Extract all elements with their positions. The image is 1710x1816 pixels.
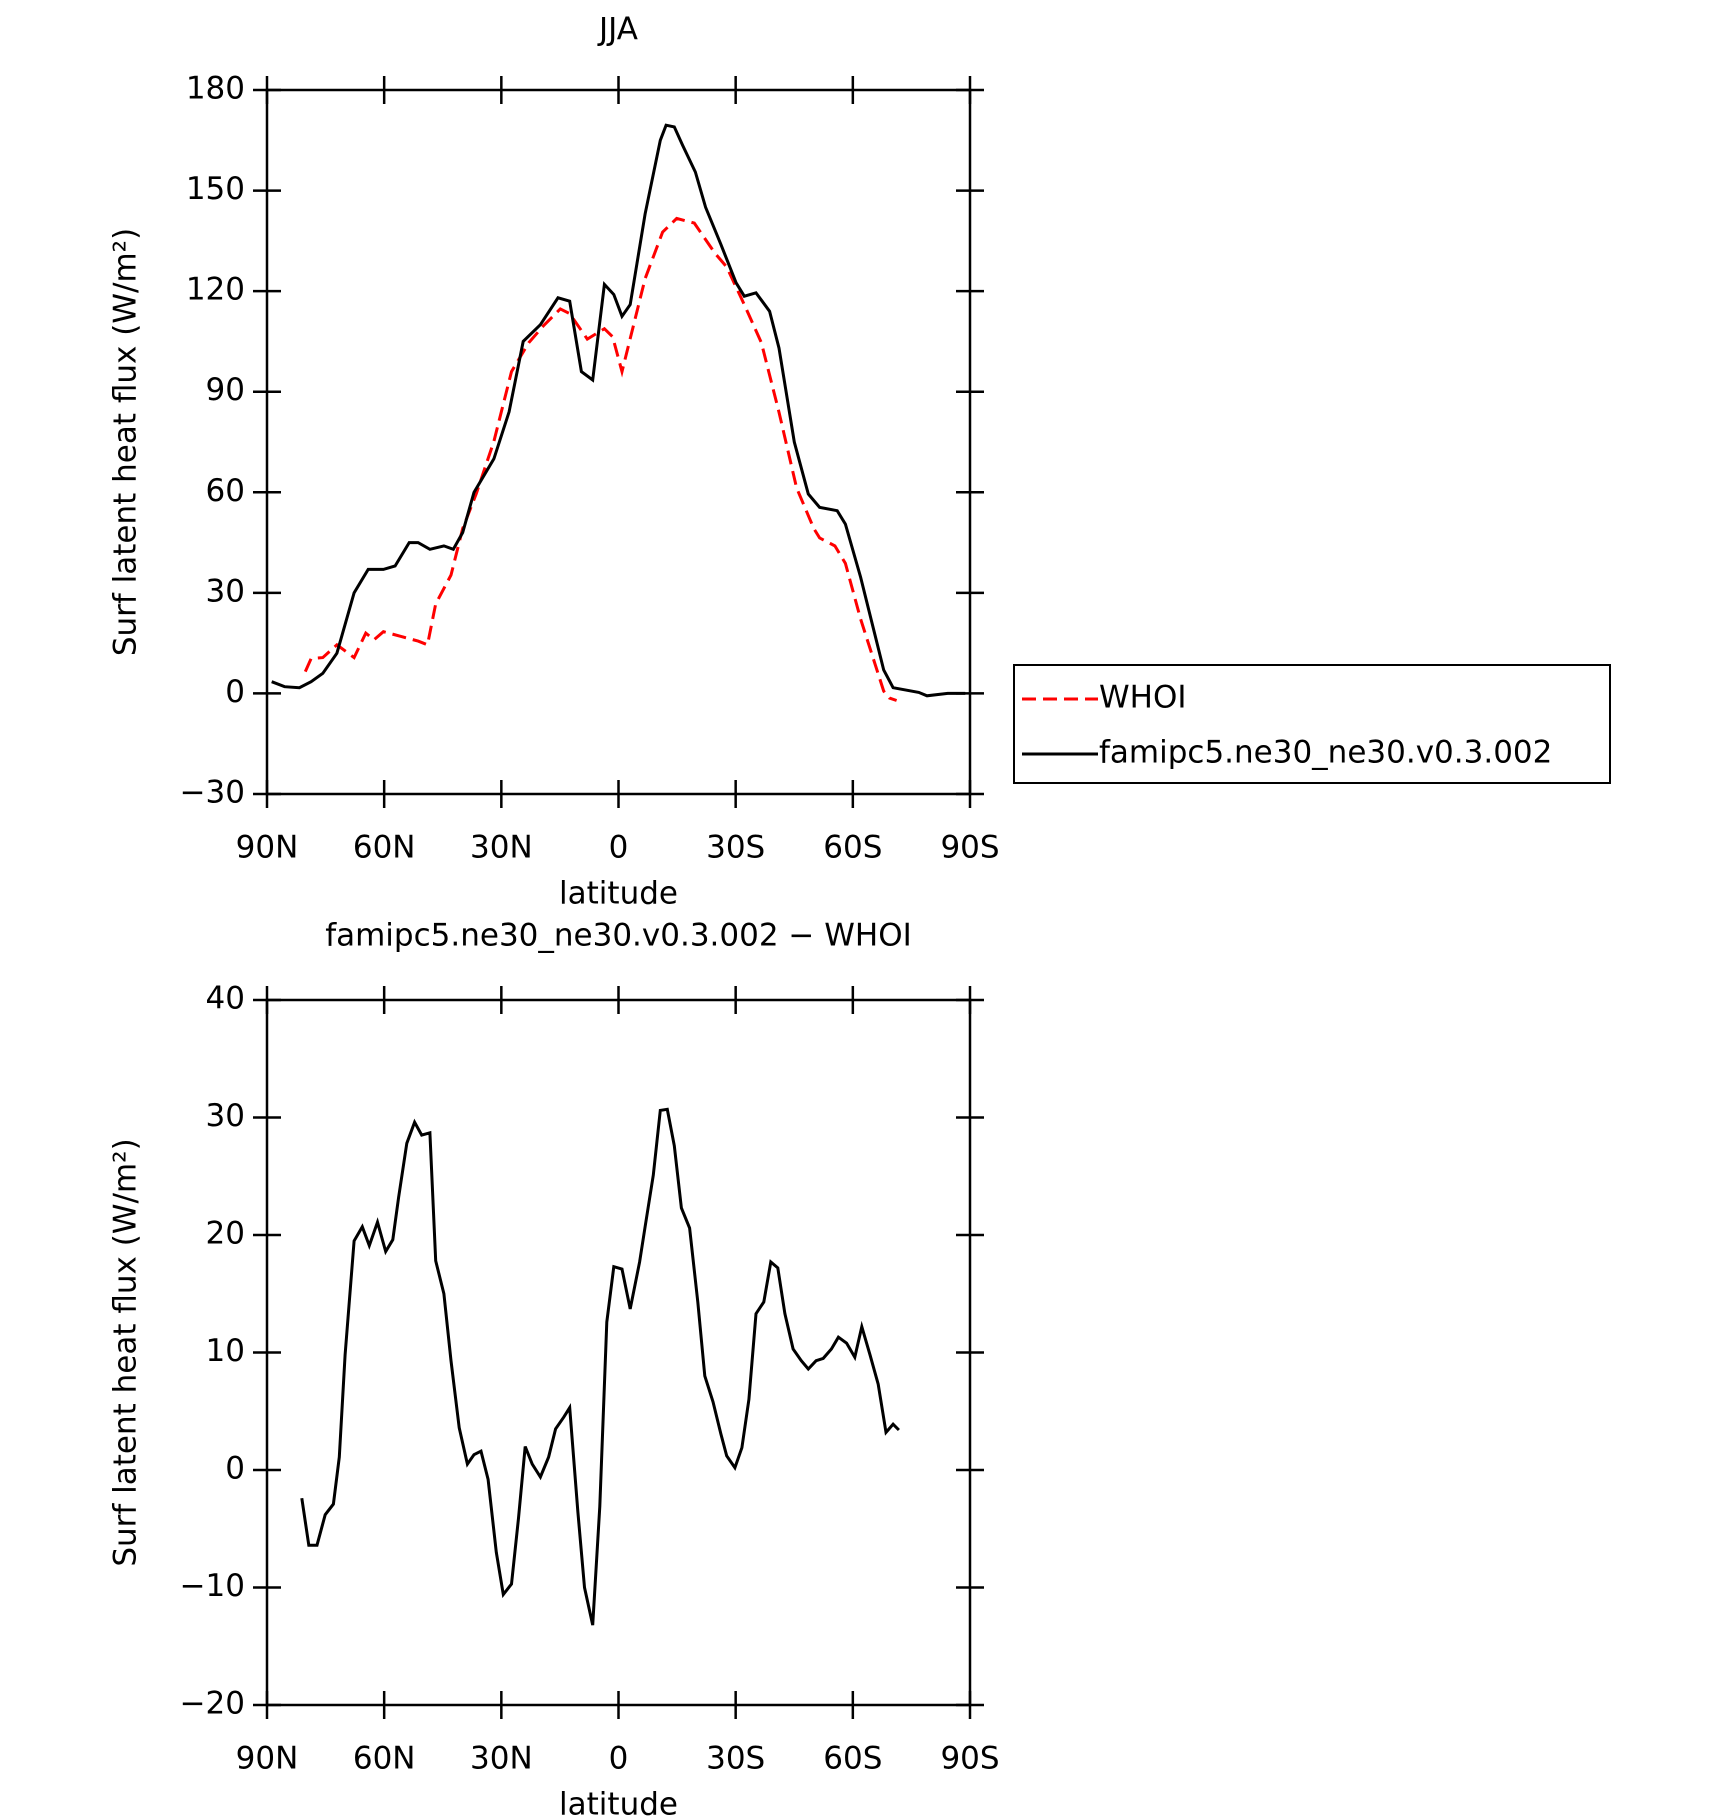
data-line (303, 216, 898, 702)
y-tick-label: 40 (206, 981, 245, 1017)
y-tick-label: 30 (206, 1098, 245, 1134)
x-tick-label: 60N (353, 1741, 416, 1777)
x-tick-label: 30S (706, 1741, 765, 1777)
x-tick-label: 90N (236, 1741, 299, 1777)
x-tick-label: 90S (940, 1741, 999, 1777)
plot-frame (265, 998, 972, 1707)
chart-title: famipc5.ne30_ne30.v0.3.002 − WHOI (325, 918, 912, 954)
x-tick-label: 30N (470, 1741, 533, 1777)
x-tick-label: 0 (609, 830, 629, 866)
y-axis-label: Surf latent heat flux (W/m²) (108, 228, 144, 656)
x-tick-label: 90N (236, 830, 299, 866)
y-tick-label: 0 (225, 674, 245, 710)
y-tick-label: 30 (206, 573, 245, 609)
legend-box (1013, 664, 1611, 784)
legend-label: WHOI (1099, 680, 1187, 716)
y-tick-label: 150 (186, 171, 245, 207)
data-line (271, 123, 966, 698)
x-tick-label: 60S (823, 830, 882, 866)
x-axis-label: latitude (559, 1787, 678, 1816)
y-tick-label: 0 (225, 1451, 245, 1487)
chart-title: JJA (597, 12, 638, 48)
x-tick-label: 90S (940, 830, 999, 866)
x-axis-label: latitude (559, 876, 678, 912)
y-axis-label: Surf latent heat flux (W/m²) (108, 1138, 144, 1566)
y-tick-label: 180 (186, 71, 245, 107)
x-tick-label: 30S (706, 830, 765, 866)
legend-label: famipc5.ne30_ne30.v0.3.002 (1099, 735, 1552, 771)
y-tick-label: −20 (180, 1686, 245, 1722)
plot-frame (265, 88, 972, 796)
data-line (300, 1107, 900, 1626)
y-tick-label: −30 (180, 775, 245, 811)
x-tick-label: 30N (470, 830, 533, 866)
y-tick-label: 60 (206, 473, 245, 509)
x-tick-label: 60N (353, 830, 416, 866)
y-tick-label: 90 (206, 372, 245, 408)
y-tick-label: 120 (186, 272, 245, 308)
y-tick-label: −10 (180, 1568, 245, 1604)
y-tick-label: 20 (206, 1216, 245, 1252)
x-tick-label: 0 (609, 1741, 629, 1777)
x-tick-label: 60S (823, 1741, 882, 1777)
y-tick-label: 10 (206, 1333, 245, 1369)
